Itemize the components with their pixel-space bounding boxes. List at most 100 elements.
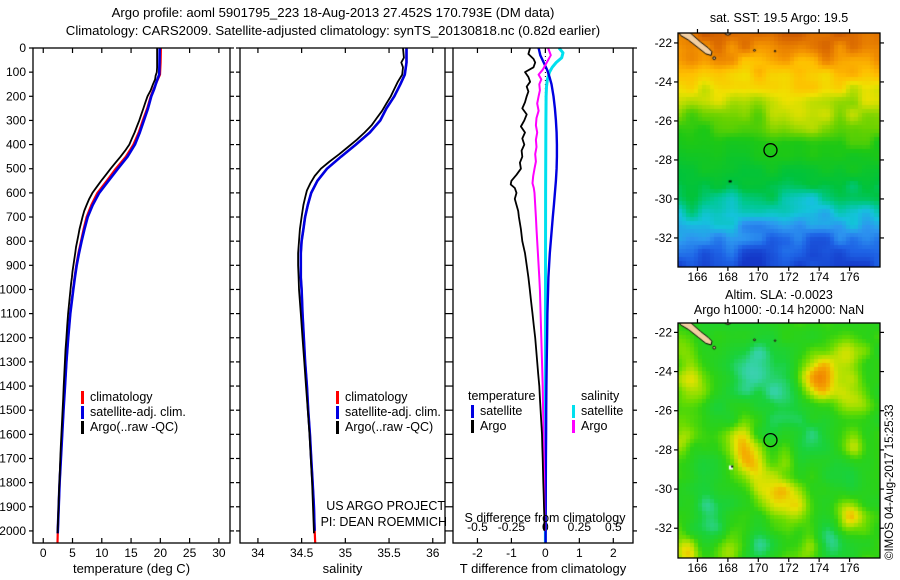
legend-swatch — [572, 404, 575, 418]
legend-swatch — [471, 419, 474, 433]
svg-text:168: 168 — [718, 270, 738, 284]
svg-text:-1: -1 — [506, 546, 517, 560]
svg-text:0: 0 — [19, 41, 26, 55]
svg-text:400: 400 — [6, 138, 26, 152]
svg-text:-22: -22 — [655, 36, 673, 50]
legend-label: Argo(..raw -QC) — [345, 420, 434, 434]
svg-text:500: 500 — [6, 162, 26, 176]
svg-text:-26: -26 — [655, 114, 673, 128]
pi-note: PI: DEAN ROEMMICH — [320, 515, 447, 529]
svg-text:-0.25: -0.25 — [498, 520, 526, 534]
t-difference-axis-label: T difference from climatology — [459, 561, 627, 576]
svg-text:-32: -32 — [655, 521, 673, 535]
svg-text:166: 166 — [687, 270, 707, 284]
sst-map-title: sat. SST: 19.5 Argo: 19.5 — [709, 11, 849, 25]
svg-text:1300: 1300 — [0, 355, 26, 369]
svg-text:0: 0 — [542, 546, 549, 560]
svg-text:5: 5 — [69, 546, 76, 560]
svg-text:172: 172 — [779, 561, 799, 575]
sla-map-title-line1: Altim. SLA: -0.0023 — [725, 288, 833, 302]
series-argo-raw-qc- — [297, 47, 405, 534]
imos-watermark: ©IMOS 04-Aug-2017 15:25:33 — [884, 404, 896, 560]
legend-swatch — [336, 390, 339, 404]
svg-text:2000: 2000 — [0, 524, 26, 538]
sst-map-raster — [678, 33, 880, 267]
svg-text:176: 176 — [840, 561, 860, 575]
svg-text:200: 200 — [6, 89, 26, 103]
svg-text:1700: 1700 — [0, 451, 26, 465]
legend-label: climatology — [90, 390, 153, 404]
svg-text:172: 172 — [779, 270, 799, 284]
diff-legend-salinity-header: salinity — [581, 389, 620, 403]
us-argo-project-note: US ARGO PROJECT — [326, 499, 445, 513]
legend-label: Argo — [480, 419, 507, 433]
salinity-axis-label: salinity — [322, 561, 363, 576]
svg-text:-28: -28 — [655, 153, 673, 167]
series-climatology — [299, 48, 408, 544]
svg-text:-2: -2 — [472, 546, 483, 560]
svg-text:176: 176 — [840, 270, 860, 284]
s-difference-axis-label: S difference from climatology — [464, 511, 626, 525]
temperature-panel: 0100200300400500600700800900100011001200… — [0, 41, 234, 560]
svg-text:166: 166 — [687, 561, 707, 575]
svg-text:174: 174 — [809, 270, 829, 284]
svg-text:1800: 1800 — [0, 476, 26, 490]
legend-swatch — [572, 419, 575, 433]
svg-text:1: 1 — [576, 546, 583, 560]
legend-label: Argo(..raw -QC) — [90, 420, 179, 434]
svg-text:1600: 1600 — [0, 427, 26, 441]
svg-text:35: 35 — [339, 546, 353, 560]
svg-text:168: 168 — [718, 561, 738, 575]
svg-text:10: 10 — [95, 546, 109, 560]
svg-text:34: 34 — [251, 546, 265, 560]
svg-text:-24: -24 — [655, 75, 673, 89]
legend-item: satellite-adj. clim. — [81, 405, 186, 419]
legend-item: Argo(..raw -QC) — [336, 420, 433, 434]
svg-text:-22: -22 — [655, 325, 673, 339]
legend-item: Argo — [471, 419, 506, 433]
svg-text:35.5: 35.5 — [377, 546, 401, 560]
sst-map-argo-float-marker — [763, 143, 778, 158]
svg-text:-26: -26 — [655, 404, 673, 418]
series-temperature-satellite — [537, 47, 559, 543]
sst-map-axes: 166 168 170 172 174 176 -22 -24 -26 -28 -30 -32 — [655, 29, 884, 284]
legend-swatch — [336, 405, 339, 419]
legend-item: satellite — [471, 404, 522, 418]
series-satellite-adj-clim- — [299, 48, 408, 531]
legend-item: satellite-adj. clim. — [336, 405, 441, 419]
legend-item: climatology — [336, 390, 408, 404]
svg-text:800: 800 — [6, 234, 26, 248]
legend-item: climatology — [81, 390, 153, 404]
svg-text:2: 2 — [610, 546, 617, 560]
sla-map-title-line2: Argo h1000: -0.14 h2000: NaN — [693, 303, 865, 317]
legend-label: Argo — [581, 419, 608, 433]
svg-text:170: 170 — [748, 561, 768, 575]
sla-map-raster — [678, 323, 880, 558]
svg-text:1200: 1200 — [0, 331, 26, 345]
legend-item: satellite — [572, 404, 623, 418]
salinity-panel: 34 34.5 35 35.5 36 — [236, 47, 449, 560]
svg-text:-30: -30 — [655, 482, 673, 496]
difference-panel: -2 -1 0 1 2-0.5 -0.25 0 0.25 0.5 — [449, 47, 637, 560]
legend-label: satellite — [480, 404, 523, 418]
series-argo-raw-qc- — [56, 48, 159, 534]
series-satellite-adj-clim- — [56, 47, 161, 534]
svg-text:25: 25 — [183, 546, 197, 560]
sla-map-argo-float-marker — [763, 432, 778, 448]
series-salinity-satellite — [543, 47, 565, 543]
svg-text:36: 36 — [426, 546, 440, 560]
svg-text:30: 30 — [212, 546, 226, 560]
series-temperature-argo — [509, 47, 546, 531]
legend-swatch — [81, 390, 84, 404]
svg-text:0: 0 — [40, 546, 47, 560]
svg-text:170: 170 — [748, 270, 768, 284]
svg-text:100: 100 — [6, 65, 26, 79]
svg-text:-24: -24 — [655, 365, 673, 379]
legend-label: satellite-adj. clim. — [345, 405, 441, 419]
legend-item: Argo(..raw -QC) — [81, 420, 178, 434]
svg-text:15: 15 — [124, 546, 138, 560]
svg-text:1500: 1500 — [0, 403, 26, 417]
sla-map-axes: 166 168 170 172 174 176 -22 -24 -26 -28 -30 -32 — [655, 319, 884, 575]
